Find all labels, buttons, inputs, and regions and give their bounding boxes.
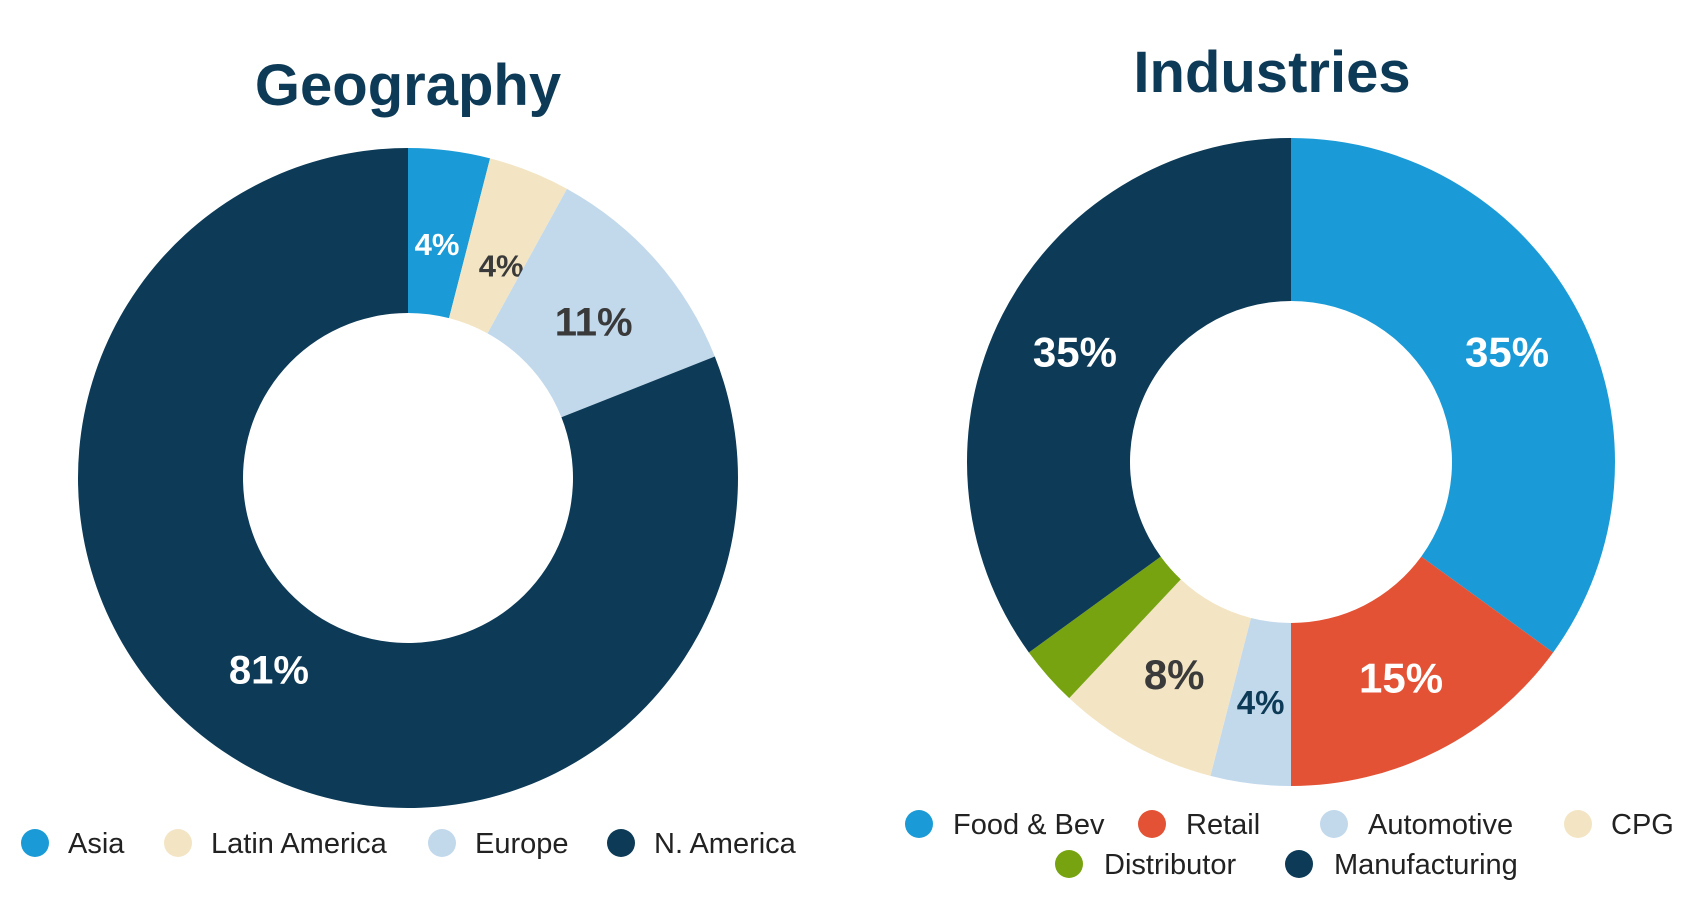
legend-marker — [1564, 810, 1592, 838]
legend-marker — [21, 829, 49, 857]
slice-distributor — [1028, 556, 1181, 699]
legend-marker — [1320, 810, 1348, 838]
chart-title: Geography — [255, 53, 561, 118]
data-label-retail: 15% — [1359, 655, 1443, 702]
legend-marker — [905, 810, 933, 838]
data-label-cpg: 8% — [1144, 651, 1205, 698]
data-label-automotive: 4% — [1237, 684, 1285, 721]
data-label-n-america: 81% — [229, 649, 309, 693]
data-label-asia: 4% — [415, 227, 460, 262]
chart-title: Industries — [1133, 40, 1410, 105]
slice-n-america — [77, 148, 738, 808]
legend-marker — [607, 829, 635, 857]
slice-europe — [487, 188, 715, 418]
legend-label: Asia — [68, 828, 125, 860]
slice-asia — [408, 148, 491, 319]
slice-retail — [1291, 556, 1554, 786]
chart-0-group: Geography 4% 4% 11% 81% Asia Latin America Euro… — [21, 53, 797, 860]
legend-marker — [428, 829, 456, 857]
legend-label: Latin America — [211, 828, 388, 860]
legend-label: Distributor — [1104, 849, 1236, 881]
data-label-manufacturing: 35% — [1033, 328, 1117, 375]
legend-marker — [164, 829, 192, 857]
legend-label: Automotive — [1368, 809, 1513, 841]
legend-marker — [1055, 850, 1083, 878]
slice-cpg — [1069, 579, 1251, 776]
slice-food-bev — [1291, 138, 1615, 653]
slice-automotive — [1210, 617, 1291, 786]
legend-label: CPG — [1611, 809, 1674, 841]
legend-marker — [1138, 810, 1166, 838]
slice-manufacturing — [967, 138, 1291, 653]
legend: Asia Latin America Europe N. America — [21, 828, 797, 860]
legend-marker — [1285, 850, 1313, 878]
data-label-food-bev: 35% — [1465, 328, 1549, 375]
legend: Food & Bev Retail Automotive CPG Distributor… — [905, 809, 1674, 881]
data-label-latin-america: 4% — [479, 248, 524, 283]
legend-label: Manufacturing — [1334, 849, 1518, 881]
legend-label: Retail — [1186, 809, 1260, 841]
chart-1-group: Industries 35% 15% 4% 8% 35% Food & Bev Retail A… — [905, 40, 1674, 881]
legend-label: N. America — [654, 828, 797, 860]
slice-latin-america — [449, 158, 567, 334]
legend-label: Europe — [475, 828, 569, 860]
legend-label: Food & Bev — [953, 809, 1105, 841]
data-label-europe: 11% — [555, 300, 633, 344]
